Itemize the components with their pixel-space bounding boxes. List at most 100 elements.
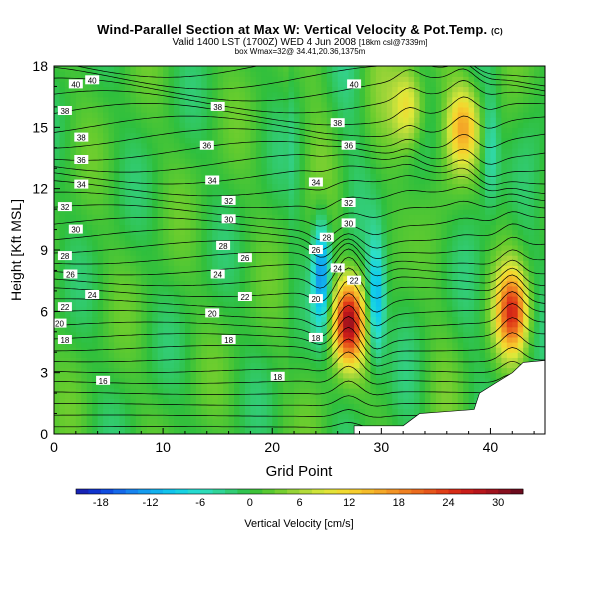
field-cell [354,357,361,364]
field-cell [141,214,148,220]
field-cell [359,168,366,174]
field-cell [424,285,432,292]
field-cell [163,168,170,174]
field-cell [348,229,355,236]
field-cell [217,362,224,369]
field-cell [272,198,279,205]
field-cell [294,290,301,297]
field-cell [108,255,115,261]
field-cell [239,301,246,307]
field-cell [179,388,186,394]
field-cell [228,428,235,434]
field-cell [130,250,137,256]
field-cell [457,193,464,200]
field-cell [228,285,235,292]
field-cell [414,193,421,200]
field-cell [348,244,355,251]
field-cell [468,311,475,318]
field-cell [315,342,322,348]
field-cell [495,377,502,384]
field-cell [479,296,486,302]
field-cell [512,352,519,358]
field-cell [206,193,213,200]
field-cell [517,331,524,338]
field-cell [490,178,497,185]
field-cell [179,418,186,425]
field-cell [119,219,126,226]
field-cell [277,270,284,277]
field-cell [206,413,213,420]
field-cell [157,260,164,266]
field-cell [326,168,333,174]
field-cell [124,152,131,159]
field-cell [408,382,415,389]
field-cell [124,250,131,256]
field-cell [146,372,153,379]
field-cell [419,377,426,384]
field-cell [495,342,502,348]
field-cell [495,347,502,353]
field-cell [463,316,470,323]
field-cell [468,193,475,200]
field-cell [392,316,399,323]
field-cell [304,398,312,404]
field-cell [299,377,306,384]
field-cell [474,168,481,174]
field-cell [195,382,202,389]
field-cell [272,357,279,364]
field-cell [272,331,279,338]
field-cell [283,265,290,272]
field-cell [484,193,492,200]
field-cell [288,188,295,195]
field-cell [452,382,459,389]
field-cell [261,265,268,272]
field-cell [452,265,459,272]
field-cell [403,163,410,169]
field-cell [359,183,366,190]
field-cell [195,255,202,261]
field-cell [321,398,328,404]
field-cell [343,296,350,302]
field-cell [64,163,71,169]
field-cell [124,198,131,205]
field-cell [250,316,257,323]
field-cell [75,188,82,195]
field-cell [299,193,306,200]
field-cell [484,362,492,369]
field-cell [408,357,415,364]
field-cell [250,265,257,272]
field-cell [321,183,328,190]
field-cell [92,382,99,389]
field-cell [97,285,104,292]
field-cell [157,393,164,399]
field-cell [81,311,88,318]
field-cell [424,193,432,200]
field-cell [403,306,410,312]
field-cell [321,352,328,358]
field-cell [174,331,181,338]
field-cell [359,224,366,231]
field-cell [124,367,131,374]
field-cell [375,326,382,333]
field-cell [179,224,186,231]
field-cell [179,193,186,200]
field-cell [490,239,497,246]
field-cell [244,163,251,169]
field-cell [452,209,459,215]
field-cell [304,152,312,159]
field-cell [468,357,475,364]
field-cell [223,326,230,333]
field-cell [92,158,99,164]
field-cell [479,285,486,292]
field-cell [261,204,268,210]
field-cell [435,398,442,404]
field-cell [152,382,159,389]
field-cell [534,198,541,205]
field-cell [288,372,295,379]
field-cell [157,270,164,277]
field-cell [348,316,355,323]
field-cell [501,352,508,358]
field-cell [495,280,502,287]
field-cell [244,321,251,328]
field-cell [272,168,279,174]
